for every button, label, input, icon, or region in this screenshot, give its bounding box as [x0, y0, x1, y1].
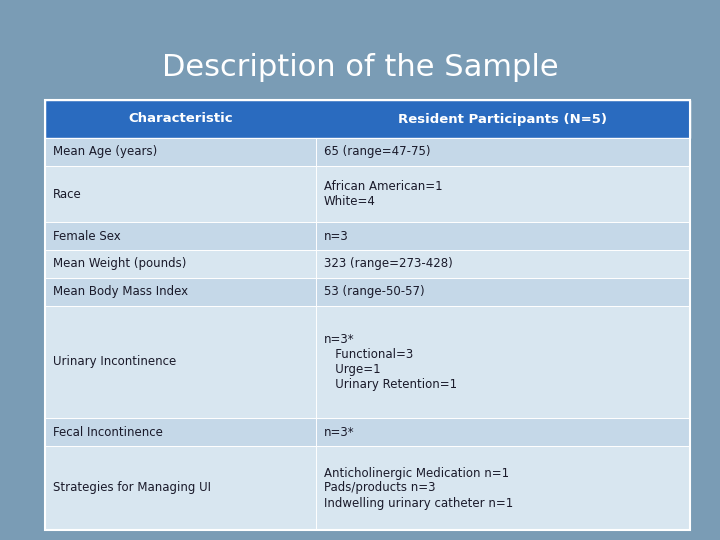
Text: 323 (range=273-428): 323 (range=273-428) [324, 258, 453, 271]
Text: 53 (range-50-57): 53 (range-50-57) [324, 286, 425, 299]
Text: Fecal Incontinence: Fecal Incontinence [53, 426, 163, 438]
Text: Mean Weight (pounds): Mean Weight (pounds) [53, 258, 186, 271]
Text: Mean Body Mass Index: Mean Body Mass Index [53, 286, 188, 299]
Text: 65 (range=47-75): 65 (range=47-75) [324, 145, 431, 159]
Text: Characteristic: Characteristic [128, 112, 233, 125]
Text: Female Sex: Female Sex [53, 230, 121, 242]
Bar [45, 278, 690, 306]
Bar [45, 166, 690, 222]
Text: Description of the Sample: Description of the Sample [162, 53, 558, 83]
Text: Mean Age (years): Mean Age (years) [53, 145, 157, 159]
Bar [45, 306, 690, 418]
Bar [45, 138, 690, 166]
Bar [45, 446, 690, 530]
Bar [45, 222, 690, 250]
Bar [45, 418, 690, 446]
Text: Race: Race [53, 187, 82, 200]
Bar [45, 100, 690, 530]
Text: Resident Participants (N=5): Resident Participants (N=5) [398, 112, 608, 125]
Bar [45, 250, 690, 278]
Bar [45, 100, 690, 138]
Text: n=3*: n=3* [324, 426, 354, 438]
Text: Anticholinergic Medication n=1
Pads/products n=3
Indwelling urinary catheter n=1: Anticholinergic Medication n=1 Pads/prod… [324, 467, 513, 510]
Text: n=3: n=3 [324, 230, 348, 242]
Text: Strategies for Managing UI: Strategies for Managing UI [53, 482, 211, 495]
Text: Urinary Incontinence: Urinary Incontinence [53, 355, 176, 368]
Text: n=3*
   Functional=3
   Urge=1
   Urinary Retention=1: n=3* Functional=3 Urge=1 Urinary Retenti… [324, 333, 457, 391]
Text: African American=1
White=4: African American=1 White=4 [324, 180, 443, 208]
